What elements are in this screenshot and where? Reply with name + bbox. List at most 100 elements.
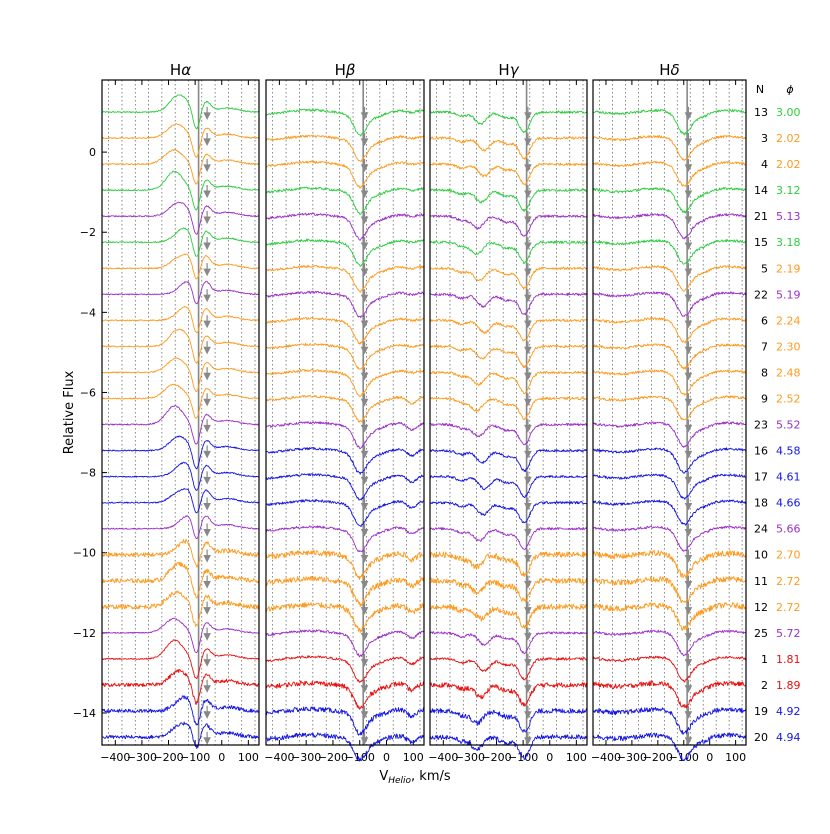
spectrum-line (592, 732, 747, 762)
velocity-arrow-icon (203, 372, 211, 381)
table-header-phase: ϕ (786, 83, 793, 96)
spectrum-phase-label: 4.58 (776, 445, 801, 458)
spectrum-line (592, 317, 747, 344)
spectrum-line (265, 212, 425, 241)
velocity-arrow-icon (524, 320, 532, 329)
velocity-arrow-icon (360, 476, 369, 485)
spectrum-line (265, 629, 425, 658)
velocity-arrow-icon (684, 528, 693, 537)
x-tick-label: −400 (591, 751, 621, 764)
spectrum-line (592, 343, 747, 370)
spectrum-line (429, 708, 588, 733)
velocity-arrow-icon (203, 528, 211, 537)
spectrum-phase-label: 2.72 (776, 575, 801, 588)
velocity-arrow-icon (524, 528, 532, 537)
velocity-arrow-icon (203, 685, 211, 693)
x-axis-label: VHelio, km/s (379, 769, 451, 786)
panel-title: Hβ (335, 61, 356, 79)
spectrum-phase-label: 2.24 (776, 314, 801, 327)
spectrum-phase-label: 5.19 (776, 288, 801, 301)
spectrum-line (429, 188, 588, 212)
velocity-arrow-icon (524, 502, 532, 511)
spectrum-phase-label: 3.12 (776, 184, 801, 197)
spectrum-line (265, 732, 425, 762)
velocity-arrow-icon (360, 190, 369, 199)
x-tick-label: −400 (264, 751, 294, 764)
spectrum-number-label: 5 (761, 262, 768, 275)
x-tick-label: −100 (180, 751, 210, 764)
velocity-arrow-icon (684, 190, 693, 199)
spectrum-line (101, 201, 260, 235)
velocity-arrow-icon (684, 502, 693, 511)
velocity-arrow-icon (203, 138, 211, 147)
velocity-arrow-icon (203, 737, 211, 745)
spectrum-line (101, 590, 260, 627)
spectrum-number-label: 10 (754, 549, 768, 562)
spectrum-number-label: 23 (754, 419, 768, 432)
spectrum-number-label: 25 (754, 627, 768, 640)
velocity-arrow-icon (360, 294, 369, 303)
spectrum-line (265, 108, 425, 137)
velocity-arrow-icon (203, 659, 211, 667)
velocity-arrow-icon (203, 242, 211, 251)
spectrum-line (265, 655, 425, 683)
velocity-arrow-icon (203, 294, 211, 303)
x-tick-label: 100 (725, 751, 746, 764)
spectrum-phase-label: 1.81 (776, 653, 801, 666)
spectrum-number-label: 8 (761, 366, 768, 379)
spectrum-line (265, 186, 425, 215)
spectrum-number-label: 13 (754, 106, 768, 119)
spectrum-line (266, 342, 425, 370)
spectrum-number-label: 4 (761, 158, 768, 171)
x-tick-label: −300 (455, 751, 485, 764)
velocity-arrow-icon (360, 528, 369, 537)
spectrum-phase-label: 2.30 (776, 340, 801, 353)
y-tick-label: −10 (73, 547, 96, 560)
velocity-arrow-icon (203, 164, 211, 173)
velocity-arrow-icon (684, 164, 693, 173)
spectrum-line (429, 657, 588, 681)
velocity-arrow-icon (203, 476, 211, 485)
x-tick-label: 100 (566, 751, 587, 764)
spectrum-line (592, 186, 747, 214)
x-tick-label: −100 (669, 751, 699, 764)
spectrum-line (101, 538, 260, 568)
velocity-arrow-icon (524, 372, 532, 381)
y-tick-label: −6 (80, 386, 96, 399)
spectrum-line (101, 695, 260, 726)
x-tick-label: 0 (383, 751, 390, 764)
x-tick-label: −400 (100, 751, 130, 764)
spectrum-line (592, 706, 747, 735)
velocity-arrow-icon (360, 164, 369, 173)
velocity-arrow-icon (203, 190, 211, 199)
spectrum-line (101, 149, 260, 185)
panel-frame (592, 79, 747, 746)
velocity-arrow-icon (524, 190, 532, 199)
spectrum-line (101, 328, 260, 364)
panel-title: Hγ (498, 61, 519, 79)
spectrum-line (265, 134, 425, 162)
velocity-arrow-icon (684, 346, 693, 355)
velocity-arrow-icon (524, 164, 532, 173)
spectrum-line (101, 639, 260, 679)
spectrum-line (592, 134, 747, 162)
spectrum-line (592, 680, 747, 709)
velocity-arrow-icon (360, 372, 369, 381)
spectrum-line (592, 549, 747, 579)
spectrum-line (265, 238, 425, 267)
y-tick-label: −8 (80, 467, 96, 480)
spectrum-number-label: 19 (754, 705, 768, 718)
spectrum-line (265, 499, 425, 527)
velocity-arrow-icon (203, 346, 211, 355)
x-tick-label: 0 (706, 751, 713, 764)
panel-frame (429, 79, 588, 746)
spectrum-number-label: 20 (754, 731, 768, 744)
spectrum-line (265, 368, 425, 397)
velocity-arrow-icon (360, 685, 369, 693)
spectrum-line (429, 603, 588, 629)
spectrum-phase-label: 4.66 (776, 497, 801, 510)
spectrum-line (265, 264, 425, 293)
x-tick-label: −300 (291, 751, 321, 764)
spectrum-line (265, 706, 425, 736)
spectrum-line (429, 448, 588, 472)
